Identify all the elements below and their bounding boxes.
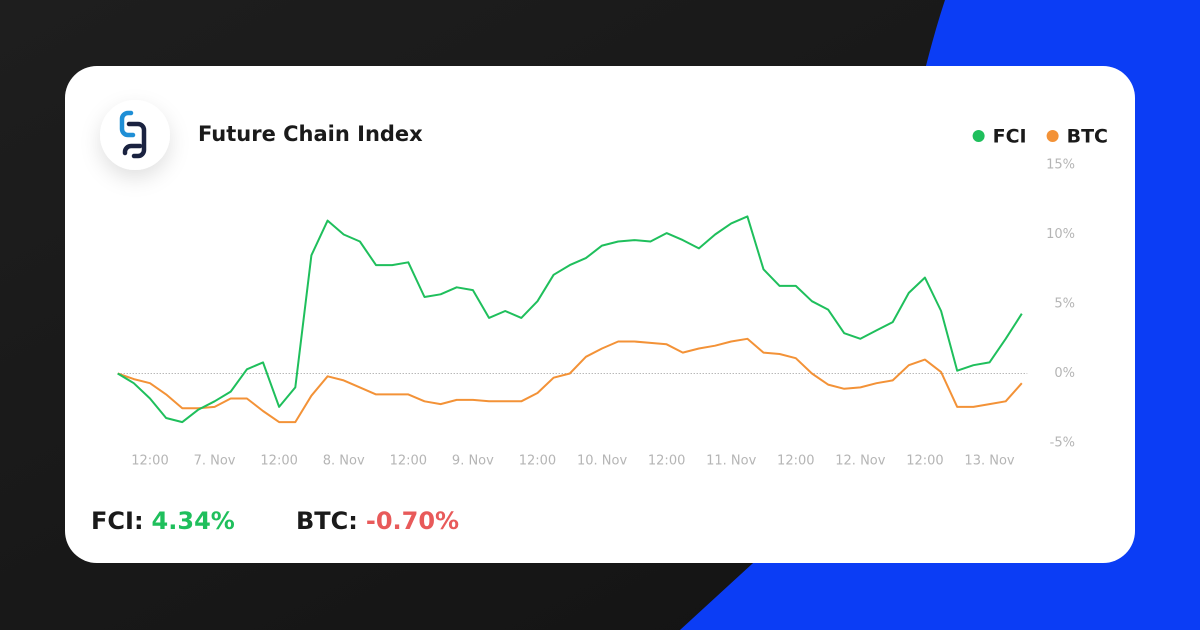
summary: FCI: 4.34% BTC: -0.70% [91, 507, 459, 535]
summary-label: FCI: [91, 507, 144, 535]
y-tick-label: 5% [1054, 297, 1075, 312]
line-series [117, 215, 1023, 424]
x-tick-label: 12:00 [648, 454, 685, 469]
x-tick-label: 13. Nov [964, 454, 1014, 469]
y-tick-label: 15% [1046, 158, 1075, 173]
legend-swatch [972, 130, 985, 142]
y-tick-label: 10% [1046, 227, 1075, 242]
x-tick-label: 12. Nov [835, 454, 885, 469]
logo-link-bottom [122, 143, 143, 156]
x-tick-label: 12:00 [906, 454, 943, 469]
summary-value: 4.34% [152, 507, 235, 535]
legend-swatch [1046, 130, 1059, 142]
x-tick-label: 12:00 [131, 454, 168, 469]
x-tick-label: 10. Nov [577, 454, 627, 469]
chart-title: Future Chain Index [198, 122, 423, 146]
line-series [117, 337, 1023, 424]
x-tick-label: 12:00 [260, 454, 297, 469]
x-tick-label: 12:00 [519, 454, 556, 469]
logo-link-top [119, 110, 136, 138]
card [65, 66, 1135, 563]
y-tick-label: -5% [1050, 436, 1075, 451]
logo [100, 100, 170, 170]
logo-link-main [126, 121, 147, 159]
x-tick-label: 7. Nov [194, 454, 236, 469]
x-tick-label: 11. Nov [706, 454, 756, 469]
plot: 15% 10% 5% 0% -5% 12:00 7. Nov 12:00 8. Nov 12:00… [117, 126, 1108, 469]
summary-label: BTC: [296, 507, 358, 535]
x-tick-label: 9. Nov [452, 454, 494, 469]
x-tick-label: 8. Nov [323, 454, 365, 469]
summary-value: -0.70% [366, 507, 459, 535]
y-tick-label: 0% [1054, 366, 1075, 381]
legend-label: BTC [1067, 126, 1108, 148]
legend-label: FCI [993, 126, 1027, 148]
x-tick-label: 12:00 [390, 454, 427, 469]
x-tick-label: 12:00 [777, 454, 814, 469]
